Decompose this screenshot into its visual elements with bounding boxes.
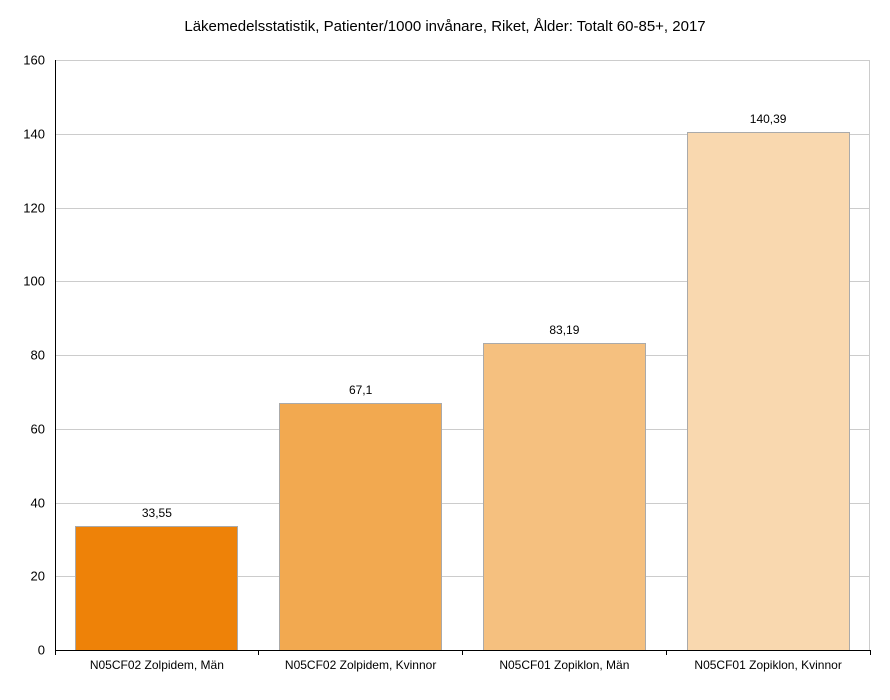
bar-value-label: 83,19 — [483, 323, 646, 337]
bar-value-label: 67,1 — [279, 383, 442, 397]
bar — [75, 526, 238, 650]
y-tick-label: 0 — [10, 643, 45, 658]
bar — [279, 403, 442, 650]
x-tick-label: N05CF02 Zolpidem, Kvinnor — [259, 658, 463, 672]
x-tick-mark — [55, 650, 56, 655]
x-tick-label: N05CF01 Zopiklon, Män — [463, 658, 667, 672]
chart-container: Läkemedelsstatistik, Patienter/1000 invå… — [0, 0, 890, 700]
bar — [483, 343, 646, 650]
x-tick-mark — [666, 650, 667, 655]
x-tick-mark — [870, 650, 871, 655]
y-tick-label: 120 — [10, 200, 45, 215]
x-tick-label: N05CF02 Zolpidem, Män — [55, 658, 259, 672]
y-tick-label: 60 — [10, 421, 45, 436]
plot-area: 02040608010012014016033,55N05CF02 Zolpid… — [55, 60, 870, 650]
plot-right-border — [869, 60, 870, 650]
y-tick-label: 100 — [10, 274, 45, 289]
bar-value-label: 33,55 — [75, 506, 238, 520]
y-tick-label: 140 — [10, 126, 45, 141]
x-tick-label: N05CF01 Zopiklon, Kvinnor — [666, 658, 870, 672]
y-tick-label: 80 — [10, 348, 45, 363]
x-tick-mark — [462, 650, 463, 655]
chart-title: Läkemedelsstatistik, Patienter/1000 invå… — [0, 18, 890, 35]
y-tick-label: 20 — [10, 569, 45, 584]
x-tick-mark — [258, 650, 259, 655]
grid-line — [55, 60, 870, 61]
bar — [687, 132, 850, 650]
y-tick-label: 160 — [10, 53, 45, 68]
y-axis-line — [55, 60, 56, 650]
bar-value-label: 140,39 — [687, 112, 850, 126]
y-tick-label: 40 — [10, 495, 45, 510]
